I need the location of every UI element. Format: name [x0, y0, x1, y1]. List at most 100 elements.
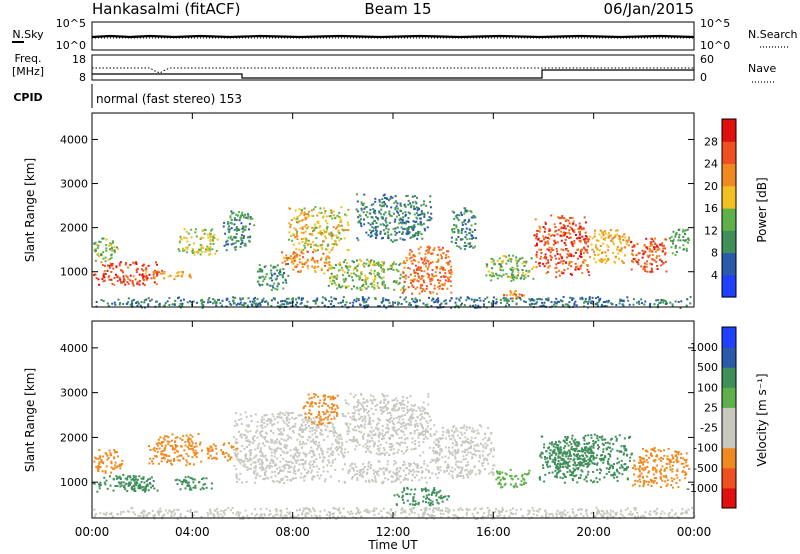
power-data-cell	[215, 302, 218, 304]
velocity-data-cell	[98, 487, 101, 490]
power-data-cell	[578, 239, 581, 242]
velocity-data-cell	[440, 494, 443, 497]
power-data-cell	[270, 272, 273, 275]
power-data-cell	[579, 297, 582, 300]
power-data-cell	[212, 302, 215, 305]
velocity-data-cell	[275, 449, 278, 452]
velocity-data-cell	[426, 430, 429, 433]
power-data-cell	[147, 264, 150, 267]
power-data-cell	[374, 200, 377, 203]
power-data-cell	[410, 256, 413, 259]
velocity-data-cell	[282, 482, 285, 484]
power-data-cell	[306, 258, 309, 261]
velocity-data-cell	[353, 429, 356, 432]
power-data-cell	[632, 254, 635, 257]
velocity-data-cell	[362, 397, 365, 400]
velocity-data-cell	[192, 486, 195, 489]
power-data-cell	[427, 260, 430, 263]
power-data-cell	[347, 285, 350, 288]
power-data-cell	[490, 271, 493, 274]
power-data-cell	[418, 230, 421, 233]
power-data-cell	[538, 262, 541, 265]
power-data-cell	[131, 280, 134, 283]
velocity-data-cell	[358, 430, 361, 433]
power-data-cell	[167, 275, 170, 278]
velocity-data-cell	[354, 409, 357, 412]
power-data-cell	[294, 257, 297, 260]
power-data-cell	[405, 195, 408, 198]
power-data-cell	[209, 253, 212, 255]
power-data-cell	[646, 247, 649, 250]
power-data-cell	[613, 236, 615, 239]
power-data-cell	[313, 259, 316, 262]
velocity-data-cell	[128, 481, 131, 484]
power-data-cell	[427, 265, 430, 268]
power-data-cell	[153, 271, 156, 274]
power-data-cell	[374, 232, 377, 235]
power-data-cell	[416, 279, 419, 282]
power-data-cell	[238, 219, 241, 222]
velocity-data-cell	[276, 467, 278, 470]
velocity-data-cell	[187, 440, 190, 443]
power-data-cell	[407, 211, 410, 214]
velocity-data-cell	[235, 438, 238, 441]
power-data-cell	[591, 248, 594, 251]
velocity-data-cell	[296, 451, 299, 454]
power-data-cell	[445, 261, 448, 264]
power-data-cell	[304, 246, 307, 249]
power-data-cell	[95, 301, 98, 303]
velocity-data-cell	[434, 450, 437, 453]
velocity-data-cell	[421, 416, 424, 419]
power-data-cell	[455, 244, 458, 247]
power-data-cell	[634, 257, 637, 260]
velocity-data-cell	[267, 418, 270, 421]
power-data-cell	[414, 264, 417, 267]
power-data-cell	[573, 303, 576, 306]
power-data-cell	[598, 249, 601, 252]
power-data-cell	[305, 305, 308, 308]
power-data-cell	[598, 233, 601, 236]
velocity-data-cell	[185, 479, 188, 482]
velocity-data-cell	[377, 445, 379, 447]
velocity-data-cell	[181, 439, 184, 441]
power-data-cell	[276, 275, 279, 278]
velocity-data-cell	[371, 479, 373, 481]
power-data-cell	[687, 237, 690, 240]
velocity-data-cell	[378, 432, 381, 435]
power-data-cell	[266, 283, 269, 285]
power-data-cell	[169, 274, 172, 277]
power-data-cell	[610, 239, 613, 242]
velocity-data-cell	[299, 440, 301, 443]
velocity-data-cell	[308, 435, 310, 438]
velocity-data-cell	[119, 485, 122, 488]
velocity-data-cell	[304, 461, 307, 464]
power-data-cell	[579, 240, 582, 243]
velocity-data-cell	[314, 443, 317, 446]
power-data-cell	[209, 246, 212, 248]
velocity-data-cell	[374, 477, 377, 480]
power-data-cell	[523, 260, 526, 263]
power-data-cell	[309, 306, 312, 309]
power-data-cell	[293, 217, 296, 220]
power-data-cell	[359, 304, 362, 306]
power-data-cell	[563, 242, 566, 244]
velocity-data-cell	[403, 403, 406, 406]
velocity-data-cell	[406, 446, 409, 449]
power-data-cell	[670, 235, 673, 238]
power-data-cell	[364, 279, 367, 282]
power-data-cell	[323, 207, 325, 210]
velocity-data-cell	[250, 458, 253, 461]
power-data-cell	[581, 296, 584, 299]
power-data-cell	[332, 304, 335, 307]
velocity-data-cell	[437, 502, 440, 505]
power-data-cell	[287, 274, 290, 277]
power-data-cell	[143, 299, 146, 302]
power-data-cell	[468, 246, 471, 248]
velocity-data-cell	[373, 441, 376, 444]
power-data-cell	[292, 268, 295, 271]
power-data-cell	[209, 236, 212, 239]
power-data-cell	[427, 276, 430, 278]
power-data-cell	[231, 212, 234, 215]
power-data-cell	[536, 251, 539, 254]
power-data-cell	[565, 249, 568, 251]
